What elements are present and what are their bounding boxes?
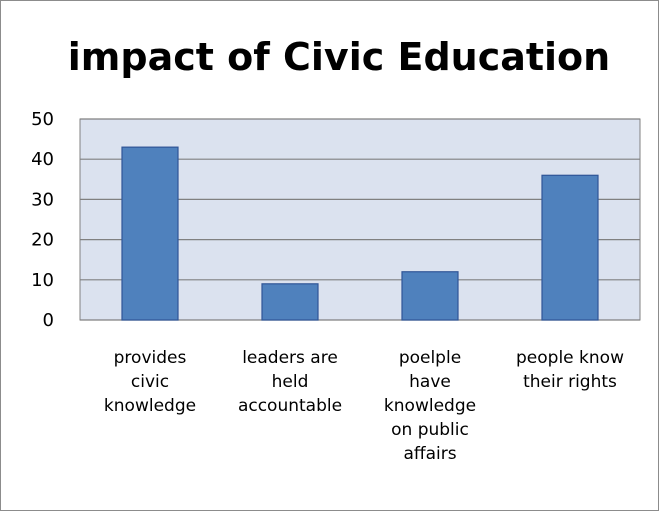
y-tick-label: 20 [31, 230, 54, 251]
bar [401, 271, 459, 321]
y-tick-label: 40 [31, 149, 54, 170]
x-tick-label: poelple have knowledge on public affairs [384, 348, 476, 464]
y-axis-ticks: 0 10 20 30 40 50 [31, 109, 54, 331]
bar [261, 283, 319, 321]
x-tick-label: provides civic knowledge [104, 348, 196, 416]
x-tick-label: leaders are held accountable [238, 348, 342, 416]
y-tick-label: 30 [31, 189, 54, 210]
y-tick-label: 50 [31, 109, 54, 130]
x-axis-labels: provides civic knowledge leaders are held acc… [104, 348, 624, 464]
bar [541, 174, 599, 321]
bars [121, 146, 599, 321]
bar [121, 146, 179, 321]
chart-title: impact of Civic Education [68, 35, 610, 79]
x-tick-label: people know their rights [516, 348, 624, 392]
y-tick-label: 10 [31, 270, 54, 291]
y-tick-label: 0 [43, 310, 54, 331]
